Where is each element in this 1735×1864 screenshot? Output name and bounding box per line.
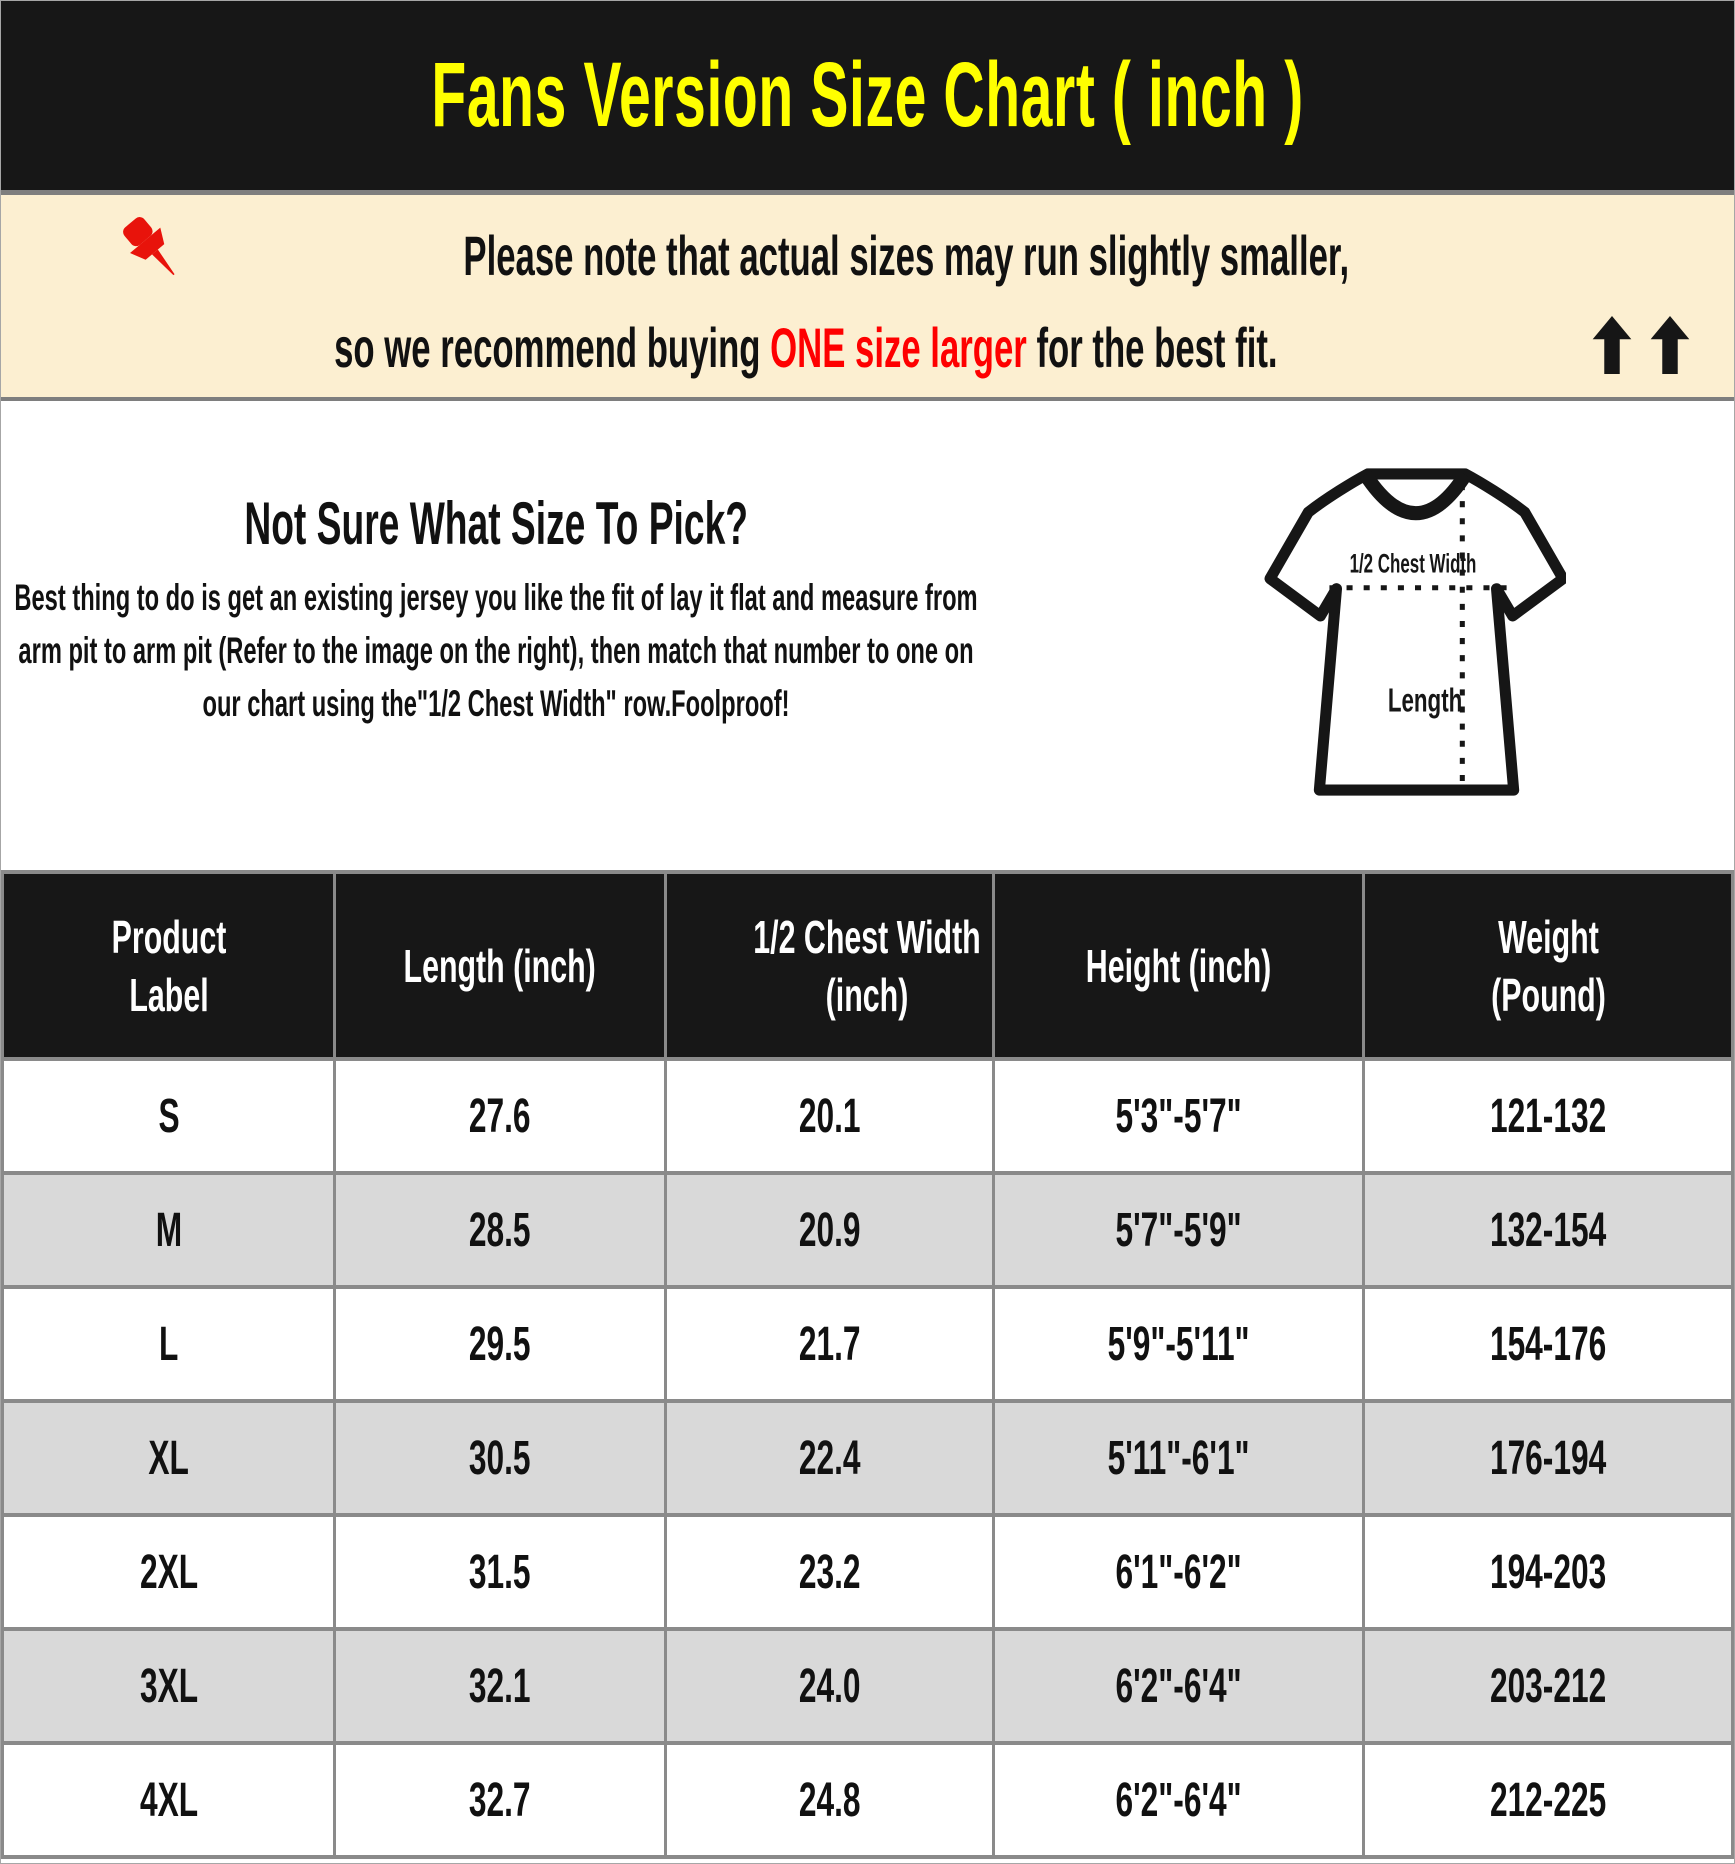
table-row: 2XL 31.5 23.2 6'1"-6'2" 194-203 [1,1513,1734,1631]
title-bar: Fans Version Size Chart ( inch ) [1,1,1734,190]
cell-length: 31.5 [333,1513,667,1631]
cell-size: 4XL [1,1741,337,1859]
cell-weight: 132-154 [1362,1171,1734,1289]
column-header-length: Length (inch) [333,870,667,1061]
cell-weight: 176-194 [1362,1399,1734,1517]
cell-height: 5'11"-6'1" [992,1399,1366,1517]
cell-height: 6'1"-6'2" [992,1513,1366,1631]
table-row: 3XL 32.1 24.0 6'2"-6'4" 203-212 [1,1627,1734,1745]
cell-height: 6'2"-6'4" [992,1627,1366,1745]
table-row: M 28.5 20.9 5'7"-5'9" 132-154 [1,1171,1734,1289]
cell-chest: 21.7 [663,1285,996,1403]
cell-height: 5'3"-5'7" [992,1057,1366,1175]
cell-chest: 22.4 [663,1399,996,1517]
cell-size: M [1,1171,337,1289]
cell-size: S [1,1057,337,1175]
cell-chest: 20.9 [663,1171,996,1289]
cell-height: 5'9"-5'11" [992,1285,1366,1403]
size-help-section: Not Sure What Size To Pick? Best thing t… [1,401,1734,870]
cell-weight: 154-176 [1362,1285,1734,1403]
up-arrow-icon [1651,316,1690,374]
cell-size: 2XL [1,1513,337,1631]
cell-weight: 203-212 [1362,1627,1734,1745]
cell-size: XL [1,1399,337,1517]
cell-size: L [1,1285,337,1403]
cell-size: 3XL [1,1627,337,1745]
cell-height: 5'7"-5'9" [992,1171,1366,1289]
cell-length: 29.5 [333,1285,667,1403]
length-label: Length [1388,683,1462,720]
table-row: L 29.5 21.7 5'9"-5'11" 154-176 [1,1285,1734,1403]
table-row: XL 30.5 22.4 5'11"-6'1" 176-194 [1,1399,1734,1517]
note-text-2-suffix: for the best fit. [1026,315,1278,379]
note-section: Please note that actual sizes may run sl… [1,195,1734,397]
cell-chest: 24.8 [663,1741,996,1859]
note-text-1: Please note that actual sizes may run sl… [463,223,1350,287]
cell-weight: 194-203 [1362,1513,1734,1631]
column-header-weight: Weight (Pound) [1362,870,1734,1061]
up-arrow-icon [1593,316,1632,374]
cell-height: 6'2"-6'4" [992,1741,1366,1859]
divider [1,397,1734,401]
table-row: S 27.6 20.1 5'3"-5'7" 121-132 [1,1057,1734,1175]
note-line-2: so we recommend buying ONE size larger f… [1,301,1734,393]
size-help-heading: Not Sure What Size To Pick? [244,490,748,557]
size-table: Product Label Length (inch) 1/2 Chest Wi… [1,870,1734,1859]
cell-chest: 24.0 [663,1627,996,1745]
divider [1,190,1734,195]
size-help-diagram-column: 1/2 Chest Width Length [991,401,1734,870]
table-row: 4XL 32.7 24.8 6'2"-6'4" 212-225 [1,1741,1734,1859]
pushpin-icon [123,217,175,276]
page-title: Fans Version Size Chart ( inch ) [431,44,1304,146]
size-help-body: Best thing to do is get an existing jers… [14,577,978,724]
cell-length: 32.7 [333,1741,667,1859]
column-header-height: Height (inch) [992,870,1366,1061]
cell-length: 32.1 [333,1627,667,1745]
cell-length: 30.5 [333,1399,667,1517]
column-header-chest-width: 1/2 Chest Width (inch) [663,870,996,1061]
cell-weight: 212-225 [1362,1741,1734,1859]
size-help-heading-row: Not Sure What Size To Pick? [1,491,991,557]
tshirt-icon: 1/2 Chest Width Length [1264,468,1569,796]
note-text-2: so we recommend buying ONE size larger f… [334,315,1277,380]
note-line-1: Please note that actual sizes may run sl… [1,209,1734,301]
column-header-product-label: Product Label [1,870,337,1061]
cell-chest: 23.2 [663,1513,996,1631]
note-text-2-prefix: so we recommend buying [333,315,770,379]
size-help-text-column: Not Sure What Size To Pick? Best thing t… [1,401,991,870]
cell-length: 27.6 [333,1057,667,1175]
note-highlight: ONE size larger [769,315,1027,379]
cell-length: 28.5 [333,1171,667,1289]
cell-weight: 121-132 [1362,1057,1734,1175]
cell-chest: 20.1 [663,1057,996,1175]
chest-width-label: 1/2 Chest Width [1350,548,1477,579]
header-row: Product Label Length (inch) 1/2 Chest Wi… [1,870,1734,1061]
